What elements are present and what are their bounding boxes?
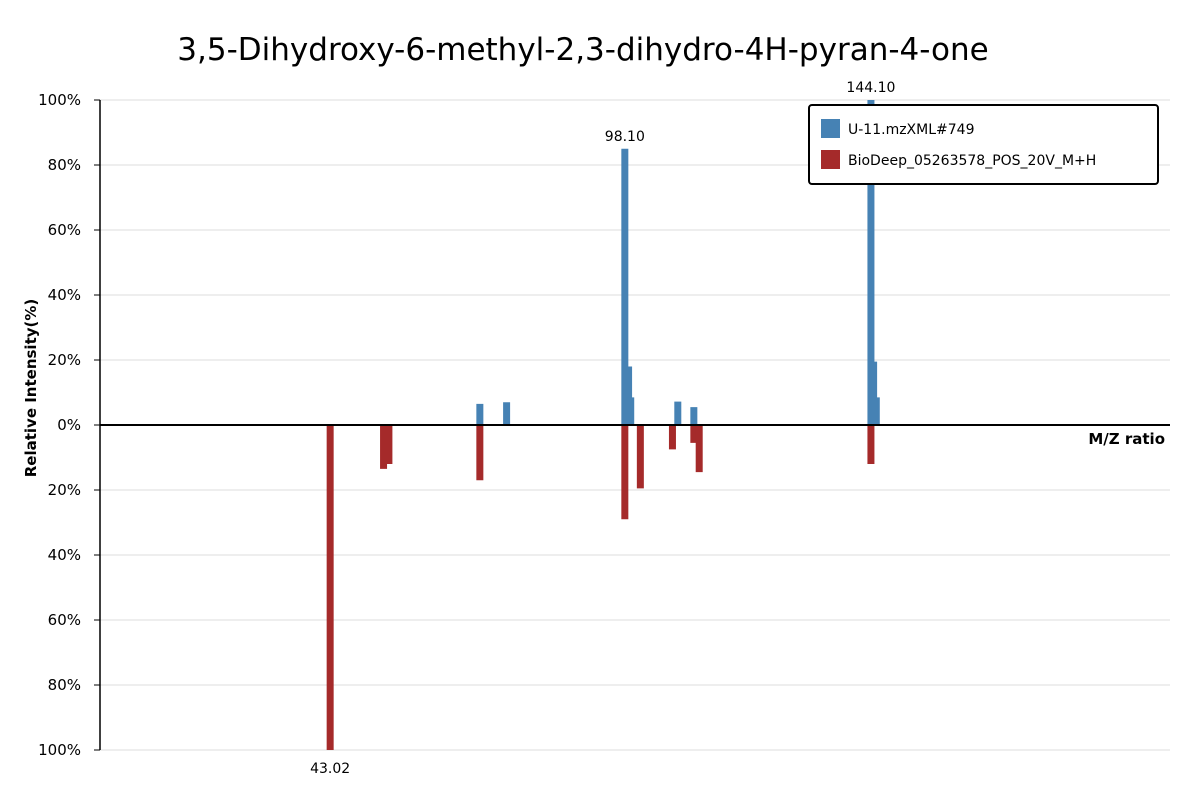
query-peak-bar bbox=[870, 361, 878, 425]
peak-bars bbox=[326, 100, 880, 750]
query-peak-bar bbox=[867, 100, 875, 425]
reference-peak-bar bbox=[668, 425, 676, 450]
reference-peak-bar bbox=[867, 425, 875, 464]
query-peak-bar bbox=[621, 148, 629, 425]
y-tick-label: 60% bbox=[48, 221, 81, 239]
y-tick-label: 0% bbox=[57, 416, 81, 434]
legend-box bbox=[808, 104, 1159, 185]
reference-peak-bar bbox=[326, 425, 334, 750]
peak-labels: 98.10 144.10 43.02 bbox=[310, 80, 895, 777]
y-axis-label: Relative Intensity(%) bbox=[22, 299, 40, 478]
query-peak-bar bbox=[674, 401, 682, 425]
y-tick-label: 20% bbox=[48, 351, 81, 369]
query-peak-bar bbox=[627, 397, 635, 425]
query-peak-bar bbox=[476, 403, 484, 425]
query-peak-bar bbox=[690, 407, 698, 425]
query-peak-bar bbox=[503, 402, 511, 425]
y-tick-label: 80% bbox=[48, 676, 81, 694]
peak-label: 98.10 bbox=[605, 129, 645, 145]
x-axis-label: M/Z ratio bbox=[1088, 430, 1165, 448]
chart-title: 3,5-Dihydroxy-6-methyl-2,3-dihydro-4H-py… bbox=[177, 32, 988, 68]
legend-label-query: U-11.mzXML#749 bbox=[848, 122, 974, 138]
grid-lines bbox=[100, 99, 1170, 751]
legend-swatch-query bbox=[821, 119, 840, 138]
axes bbox=[99, 100, 1170, 750]
y-tick-label: 40% bbox=[48, 546, 81, 564]
legend-label-reference: BioDeep_05263578_POS_20V_M+H bbox=[848, 153, 1096, 169]
reference-peak-bar bbox=[380, 425, 388, 469]
reference-peak-bar bbox=[385, 425, 393, 464]
y-tick-label: 40% bbox=[48, 286, 81, 304]
reference-peak-bar bbox=[690, 425, 698, 443]
y-tick-label: 20% bbox=[48, 481, 81, 499]
reference-peak-bar bbox=[695, 425, 703, 473]
legend-swatch-reference bbox=[821, 150, 840, 169]
legend: U-11.mzXML#749 BioDeep_05263578_POS_20V_… bbox=[808, 104, 1159, 185]
reference-peak-bar bbox=[621, 425, 629, 520]
peak-label: 144.10 bbox=[846, 80, 895, 96]
query-peak-bar bbox=[872, 397, 880, 425]
query-peak-bar bbox=[625, 366, 633, 425]
y-ticks: 100% 80% 60% 40% 20% 0% 20% 40% 60% 80% 100% bbox=[38, 91, 100, 759]
reference-peak-bar bbox=[636, 425, 644, 489]
y-tick-label: 60% bbox=[48, 611, 81, 629]
peak-label: 43.02 bbox=[310, 761, 350, 777]
y-tick-label: 100% bbox=[38, 741, 81, 759]
y-tick-label: 100% bbox=[38, 91, 81, 109]
reference-peak-bar bbox=[476, 425, 484, 481]
y-tick-label: 80% bbox=[48, 156, 81, 174]
